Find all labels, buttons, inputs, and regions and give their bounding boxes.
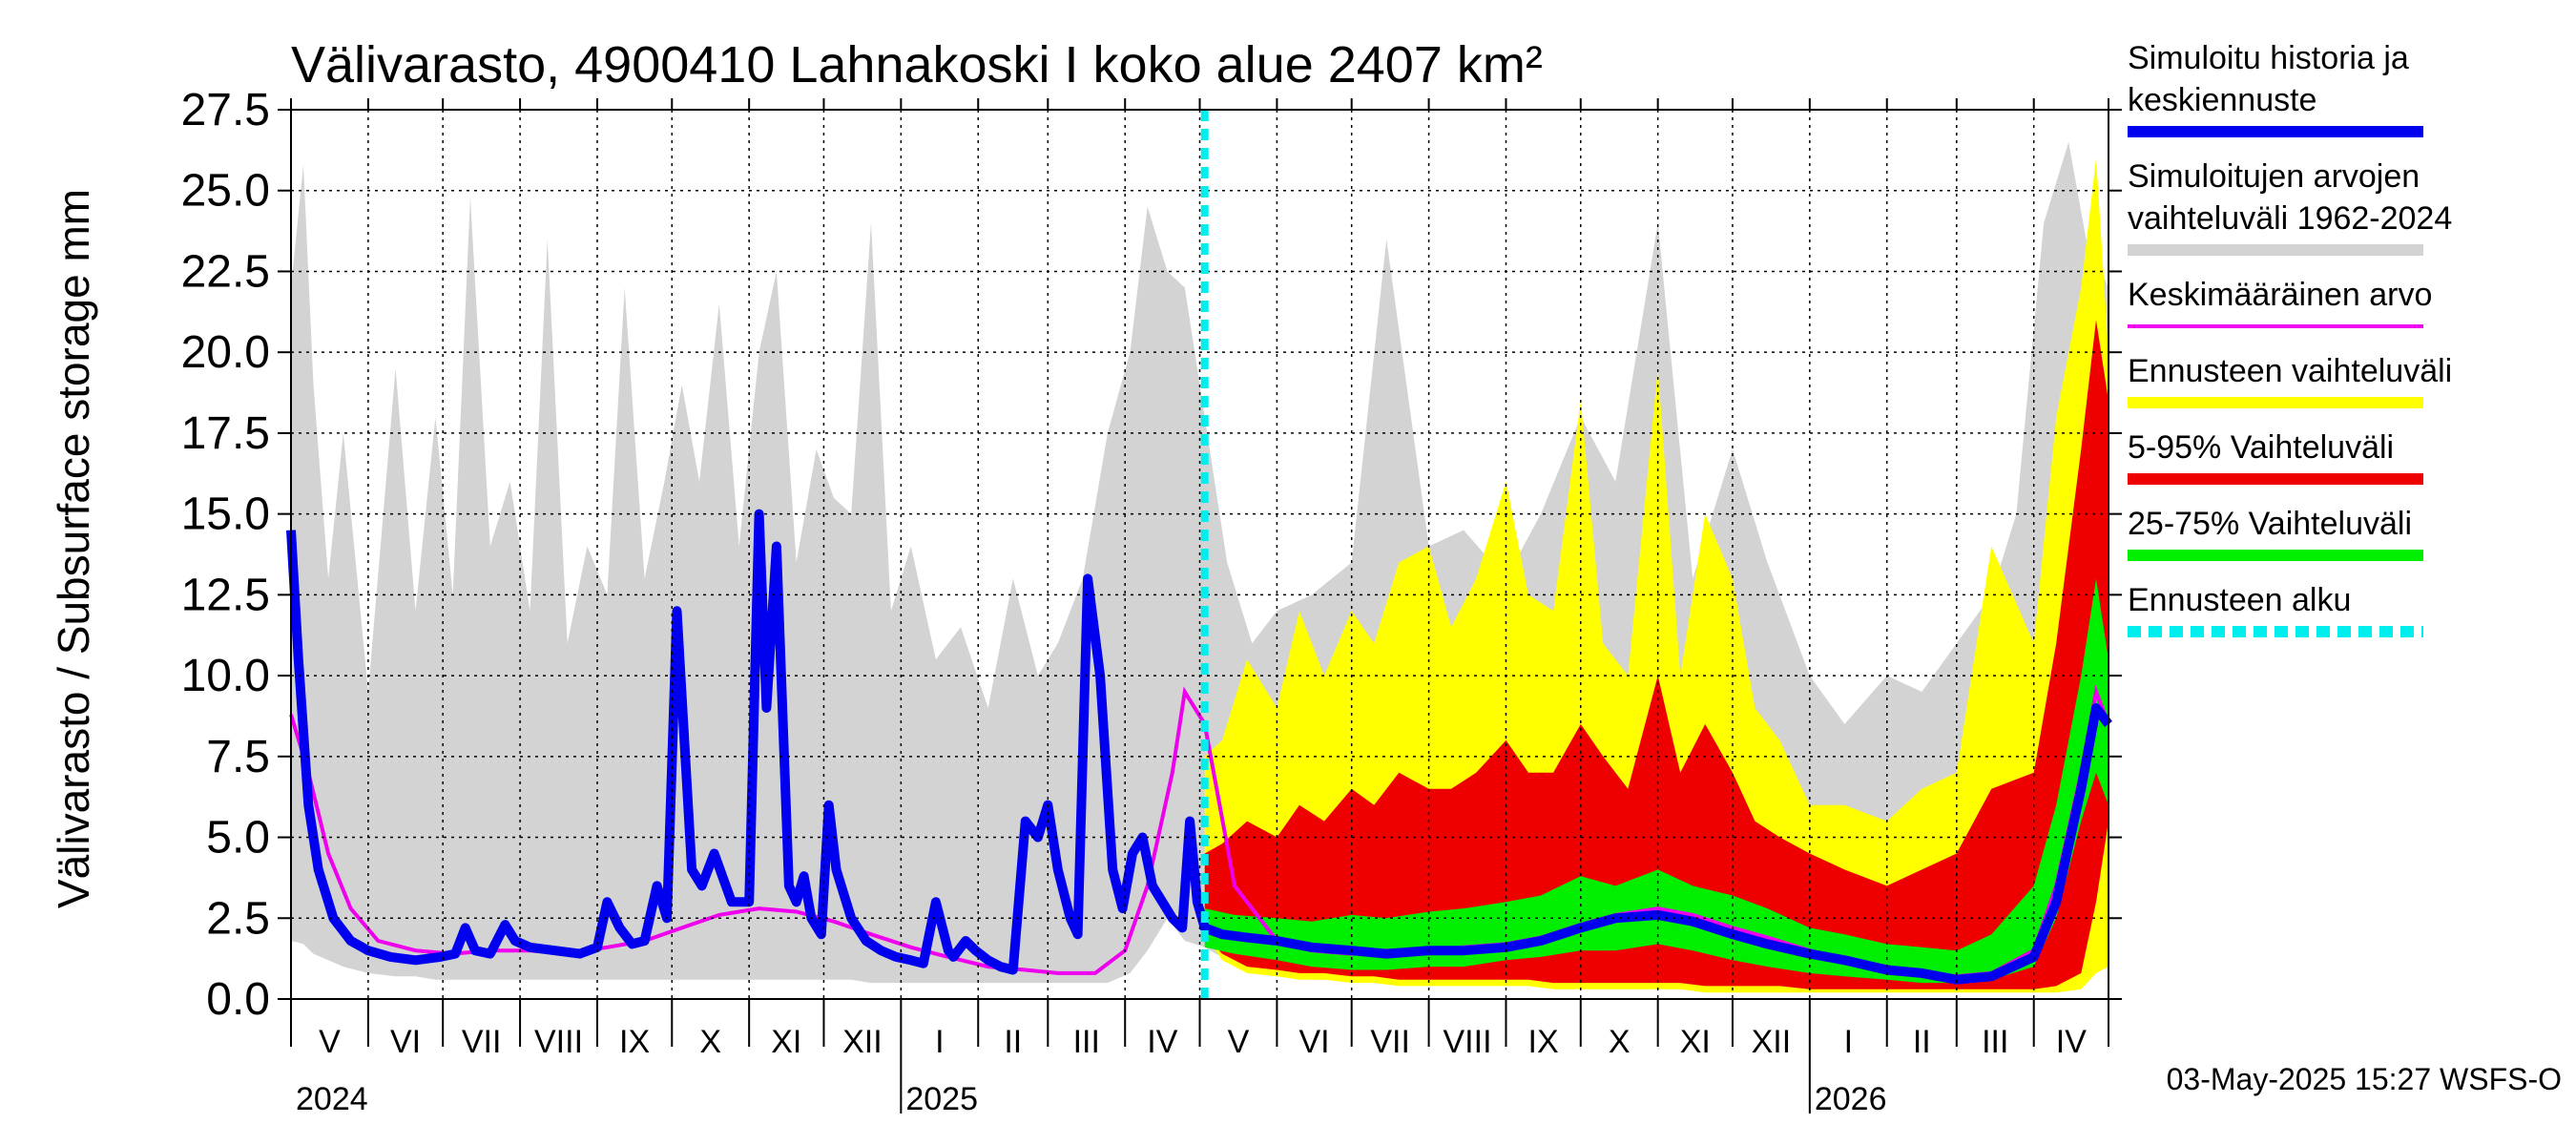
x-year-label: 2024 — [296, 1081, 368, 1117]
x-month-label: XI — [1680, 1024, 1711, 1060]
y-tick-label: 12.5 — [181, 570, 270, 620]
y-tick-label: 0.0 — [206, 974, 270, 1025]
y-tick-label: 20.0 — [181, 327, 270, 378]
x-month-label: I — [1844, 1024, 1853, 1060]
y-axis-label: Välivarasto / Subsurface storage mm — [49, 189, 98, 908]
x-month-label: IV — [1147, 1024, 1177, 1060]
legend-label: Ennusteen vaihteluväli — [2128, 353, 2452, 389]
legend: Simuloitu historia ja keskiennuste Simuloi… — [2128, 40, 2452, 637]
x-month-label: XII — [1752, 1024, 1792, 1060]
x-month-label: VIII — [1444, 1024, 1492, 1060]
y-tick-label: 7.5 — [206, 732, 270, 782]
legend-label: keskiennuste — [2128, 82, 2316, 118]
history-line — [286, 509, 2112, 985]
x-month-label: VIII — [534, 1024, 583, 1060]
x-month-label: VI — [390, 1024, 421, 1060]
x-year-label: 2025 — [905, 1081, 978, 1117]
x-month-label: IX — [619, 1024, 650, 1060]
x-month-label: VI — [1298, 1024, 1329, 1060]
x-month-label: IV — [2056, 1024, 2087, 1060]
x-month-label: X — [1609, 1024, 1631, 1060]
legend-label: vaihteluväli 1962-2024 — [2128, 200, 2452, 237]
legend-label: Simuloitujen arvojen — [2128, 158, 2420, 195]
x-month-label: III — [1073, 1024, 1100, 1060]
x-month-label: II — [1913, 1024, 1931, 1060]
legend-label: Simuloitu historia ja — [2128, 40, 2409, 76]
x-month-label: XI — [771, 1024, 801, 1060]
y-tick-label: 5.0 — [206, 813, 270, 864]
footer-timestamp: 03-May-2025 15:27 WSFS-O — [2167, 1062, 2562, 1096]
x-month-label: III — [1982, 1024, 2008, 1060]
legend-label: Ennusteen alku — [2128, 582, 2351, 618]
band-2 — [1204, 157, 2109, 993]
x-month-label: VII — [462, 1024, 502, 1060]
x-month-label: IX — [1528, 1024, 1559, 1060]
x-month-label: II — [1004, 1024, 1022, 1060]
y-tick-label: 15.0 — [181, 489, 270, 540]
x-month-label: V — [1228, 1024, 1250, 1060]
x-month-label: VII — [1370, 1024, 1410, 1060]
x-month-label: X — [699, 1024, 721, 1060]
y-tick-label: 25.0 — [181, 166, 270, 217]
y-tick-label: 22.5 — [181, 246, 270, 297]
y-tick-label: 2.5 — [206, 893, 270, 944]
legend-label: Keskimääräinen arvo — [2128, 277, 2432, 313]
x-month-label: V — [319, 1024, 341, 1060]
x-month-label: XII — [842, 1024, 883, 1060]
x-year-label: 2026 — [1815, 1081, 1887, 1117]
chart-title: Välivarasto, 4900410 Lahnakoski I koko a… — [291, 36, 1543, 94]
x-month-label: I — [935, 1024, 944, 1060]
band-3 — [1204, 320, 2109, 989]
plot-area: 0.0 2.5 5.0 7.5 10.0 12.5 15.0 17.5 20.0 22.5 25.0… — [181, 85, 2122, 1117]
y-tick-label: 27.5 — [181, 85, 270, 135]
legend-label: 5-95% Vaihteluväli — [2128, 429, 2394, 466]
legend-label: 25-75% Vaihteluväli — [2128, 506, 2412, 542]
y-tick-label: 10.0 — [181, 651, 270, 701]
y-tick-label: 17.5 — [181, 408, 270, 459]
